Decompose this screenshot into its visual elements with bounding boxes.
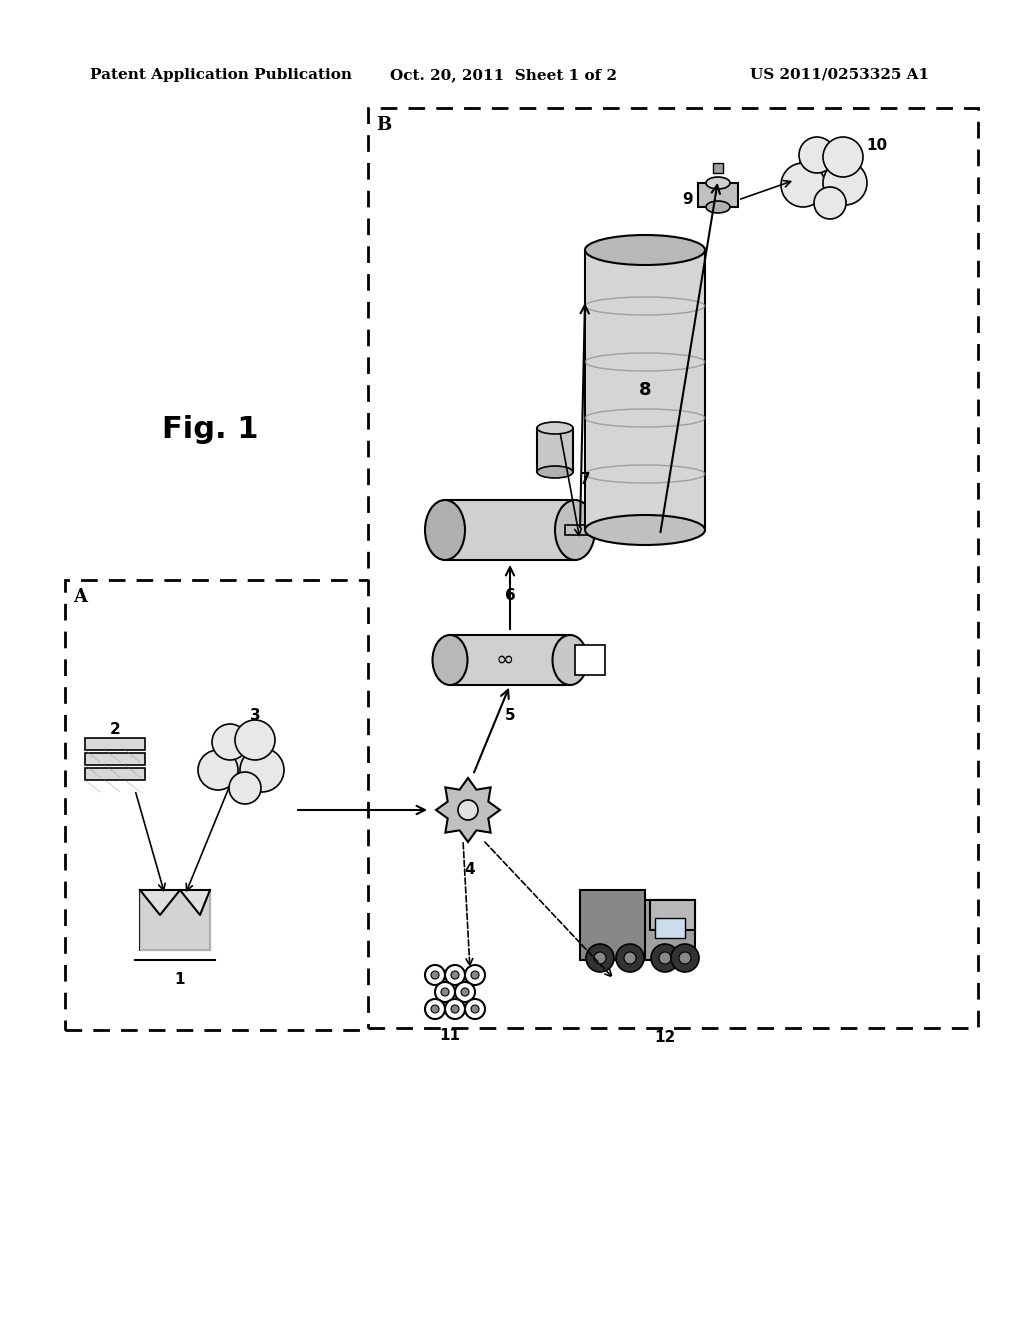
Circle shape (823, 161, 867, 205)
Bar (140, 890, 210, 950)
Circle shape (425, 965, 445, 985)
Circle shape (671, 944, 699, 972)
Circle shape (455, 982, 475, 1002)
Circle shape (586, 944, 614, 972)
Bar (565, 525, 600, 535)
Bar (450, 635, 570, 685)
Ellipse shape (706, 177, 730, 189)
Ellipse shape (555, 500, 595, 560)
Circle shape (651, 944, 679, 972)
Ellipse shape (537, 422, 573, 434)
Text: 9: 9 (683, 193, 693, 207)
Circle shape (451, 1005, 459, 1012)
Text: 4: 4 (465, 862, 475, 878)
Text: 2: 2 (110, 722, 121, 738)
Ellipse shape (553, 635, 588, 685)
Text: 6: 6 (505, 587, 515, 602)
Bar (85, 768, 145, 780)
Ellipse shape (706, 201, 730, 213)
Text: 5: 5 (505, 708, 515, 722)
Ellipse shape (585, 515, 705, 545)
Circle shape (458, 800, 478, 820)
Circle shape (594, 952, 606, 964)
Bar (65, 579, 370, 1030)
Circle shape (234, 719, 275, 760)
Circle shape (441, 987, 449, 997)
Text: Oct. 20, 2011  Sheet 1 of 2: Oct. 20, 2011 Sheet 1 of 2 (390, 69, 617, 82)
Circle shape (679, 952, 691, 964)
Circle shape (240, 748, 284, 792)
Ellipse shape (537, 466, 573, 478)
Circle shape (799, 137, 835, 173)
Circle shape (659, 952, 671, 964)
Circle shape (435, 982, 455, 1002)
Circle shape (797, 147, 853, 203)
Text: 7: 7 (580, 473, 590, 487)
Circle shape (624, 952, 636, 964)
Circle shape (425, 999, 445, 1019)
Ellipse shape (585, 235, 705, 265)
Text: 8: 8 (639, 381, 651, 399)
Circle shape (465, 999, 485, 1019)
Circle shape (229, 772, 261, 804)
Circle shape (431, 972, 439, 979)
Circle shape (212, 723, 248, 760)
Circle shape (461, 987, 469, 997)
Bar (445, 500, 575, 560)
Text: ∞: ∞ (496, 649, 514, 671)
Bar (575, 645, 605, 675)
Circle shape (465, 965, 485, 985)
Circle shape (445, 965, 465, 985)
Bar (368, 108, 978, 1028)
Polygon shape (436, 777, 500, 842)
Bar (537, 428, 573, 473)
Text: US 2011/0253325 A1: US 2011/0253325 A1 (750, 69, 929, 82)
Text: Patent Application Publication: Patent Application Publication (90, 69, 352, 82)
Circle shape (471, 1005, 479, 1012)
Text: 11: 11 (439, 1027, 461, 1043)
Text: 12: 12 (654, 1031, 676, 1045)
Circle shape (814, 187, 846, 219)
Bar (85, 738, 145, 750)
Text: B: B (376, 116, 391, 135)
Circle shape (445, 999, 465, 1019)
Circle shape (471, 972, 479, 979)
Bar (580, 890, 645, 960)
Circle shape (431, 1005, 439, 1012)
Text: 3: 3 (250, 708, 260, 722)
Bar (85, 752, 145, 766)
Text: A: A (73, 587, 87, 606)
Circle shape (781, 162, 825, 207)
Bar (698, 183, 738, 207)
Circle shape (451, 972, 459, 979)
Ellipse shape (432, 635, 468, 685)
Text: Fig. 1: Fig. 1 (162, 416, 258, 445)
Bar (650, 900, 695, 931)
Circle shape (212, 733, 268, 788)
Circle shape (823, 137, 863, 177)
Circle shape (616, 944, 644, 972)
Bar (640, 900, 695, 960)
Bar (713, 162, 723, 173)
Text: 1: 1 (175, 973, 185, 987)
Ellipse shape (425, 500, 465, 560)
Text: 10: 10 (866, 137, 888, 153)
Circle shape (198, 750, 238, 789)
Bar (585, 249, 705, 531)
Bar (655, 917, 685, 939)
